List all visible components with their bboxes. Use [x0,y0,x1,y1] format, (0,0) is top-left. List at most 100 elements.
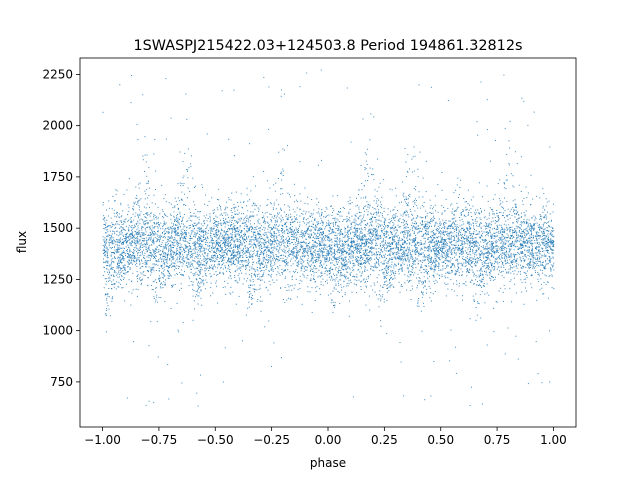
data-point [464,250,466,252]
data-point [416,305,418,307]
data-point [458,274,460,276]
data-point [294,247,296,249]
data-point [455,274,457,276]
data-point [475,222,477,224]
data-point [131,221,133,223]
data-point [502,207,504,209]
data-point [221,260,223,261]
data-point [198,263,199,265]
data-point [227,217,229,218]
data-point [224,209,226,211]
data-point [105,222,107,224]
data-point [529,253,531,255]
data-point [314,279,315,280]
data-point [378,265,380,267]
data-point [342,258,344,260]
data-point [469,272,470,274]
data-point [197,260,199,262]
data-point [383,244,385,246]
data-point [154,253,156,254]
data-point [238,229,240,231]
data-point [513,266,515,268]
data-point [199,264,201,266]
data-point [547,249,549,251]
data-point [236,260,238,261]
data-point [183,257,185,259]
data-point [263,239,265,241]
data-point [440,248,442,249]
data-point [324,211,326,212]
data-point [177,329,179,331]
data-point [294,260,296,262]
data-point [330,249,332,251]
data-point [118,257,120,258]
data-point [326,235,327,237]
data-point [311,260,313,262]
data-point [423,247,425,249]
data-point [357,248,359,250]
data-point [485,246,486,248]
data-point [137,242,139,244]
data-point [186,262,188,264]
data-point [438,267,440,269]
data-point [140,248,141,250]
data-point [135,231,137,233]
data-point [183,223,184,225]
data-point [118,239,120,241]
data-point [504,210,506,212]
data-point [439,278,440,279]
data-point [203,263,205,265]
data-point [231,220,233,221]
data-point [226,270,228,272]
data-point [146,260,148,262]
data-point [179,266,180,268]
data-point [392,271,394,273]
data-point [227,236,229,238]
data-point [356,244,358,246]
data-point [451,240,453,242]
data-point [172,258,174,260]
data-point [176,273,178,274]
data-point [224,252,226,254]
data-point [177,256,179,258]
data-point [455,259,457,261]
data-point [326,214,328,216]
data-point [137,252,139,254]
data-point [134,260,136,262]
data-point [465,284,467,286]
data-point [333,210,335,212]
data-point [461,264,463,266]
data-point [395,232,397,234]
data-point [412,240,414,242]
data-point [404,201,406,203]
data-point [134,203,136,205]
data-point [265,246,267,248]
data-point [356,250,358,252]
data-point [383,284,385,286]
data-point [175,260,177,262]
data-point [182,177,184,179]
data-point [361,262,363,264]
data-point [121,230,122,232]
data-point [509,120,511,122]
data-point [121,242,122,244]
data-point [482,255,484,257]
data-point [429,225,430,227]
data-point [298,260,300,262]
data-point [395,257,396,259]
data-point [280,209,282,210]
data-point [232,236,233,238]
data-point [221,260,223,262]
data-point [403,196,405,198]
data-point [316,204,318,206]
data-point [217,233,219,235]
data-point [170,227,172,229]
data-point [384,220,386,222]
data-point [441,250,442,252]
data-point [500,224,502,226]
data-point [484,216,486,218]
data-point [405,161,407,163]
data-point [120,237,122,239]
data-point [349,257,351,259]
data-point [170,215,172,216]
